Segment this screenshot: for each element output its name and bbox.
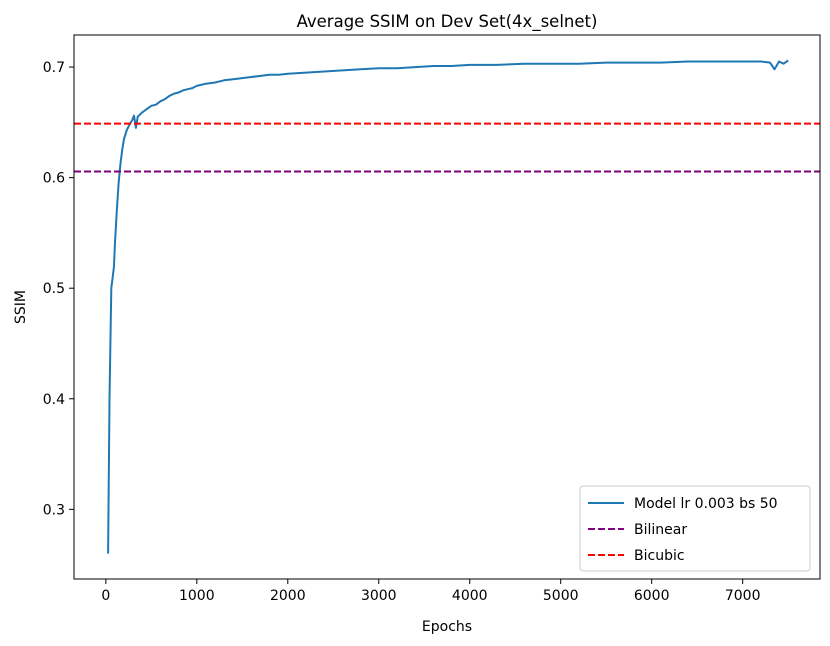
x-tick-label: 2000 (270, 588, 306, 604)
series-line-model-lr-0-003-bs-50 (107, 59, 789, 554)
plot-area-frame (73, 34, 821, 580)
y-tick-label: 0.5 (43, 281, 65, 297)
x-tick-label: 4000 (452, 588, 488, 604)
legend-label: Bilinear (634, 522, 687, 538)
y-axis: 0.3 0.4 0.5 0.6 0.7 (43, 60, 74, 518)
chart-title: Average SSIM on Dev Set(4x_selnet) (297, 12, 598, 32)
x-tick-label: 1000 (179, 588, 215, 604)
legend-label: Model lr 0.003 bs 50 (634, 496, 778, 512)
y-tick-label: 0.4 (43, 392, 65, 408)
x-tick-label: 3000 (361, 588, 397, 604)
x-tick-label: 6000 (634, 588, 670, 604)
y-tick-label: 0.6 (43, 171, 65, 187)
x-tick-label: 0 (101, 588, 110, 604)
y-tick-label: 0.7 (43, 60, 65, 76)
legend: Model lr 0.003 bs 50 Bilinear Bicubic (579, 485, 811, 572)
x-tick-label: 7000 (725, 588, 761, 604)
y-tick-label: 0.3 (43, 502, 65, 518)
legend-label: Bicubic (634, 548, 685, 564)
x-tick-label: 5000 (543, 588, 579, 604)
x-axis: 0 1000 2000 3000 4000 5000 6000 7000 (101, 579, 760, 604)
legend-box (579, 485, 811, 572)
x-axis-label: Epochs (422, 619, 472, 635)
y-axis-label: SSIM (13, 290, 29, 324)
